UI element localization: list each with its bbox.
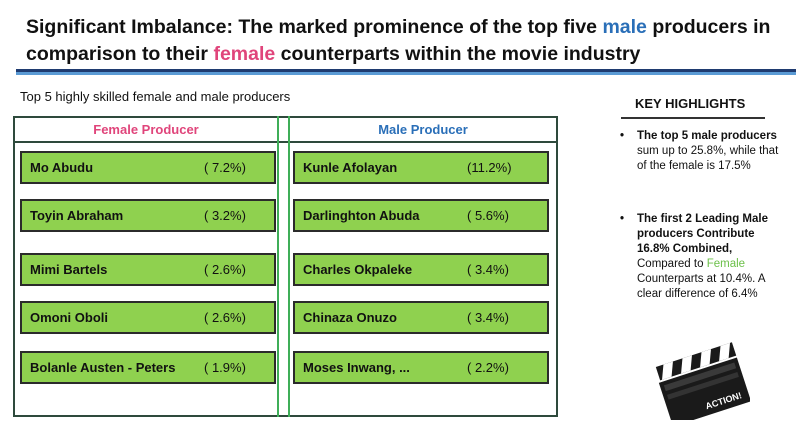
producer-share: ( 3.2%) xyxy=(204,208,246,223)
producer-share: ( 2.2%) xyxy=(467,360,509,375)
male-producer-row: Moses Inwang, ... ( 2.2%) xyxy=(293,351,549,384)
producer-share: ( 2.6%) xyxy=(204,310,246,325)
female-producer-row: Mimi Bartels ( 2.6%) xyxy=(20,253,276,286)
page-title: Significant Imbalance: The marked promin… xyxy=(26,16,771,65)
producer-name: Darlinghton Abuda xyxy=(303,208,420,223)
male-producer-row: Kunle Afolayan (11.2%) xyxy=(293,151,549,184)
female-column-header: Female Producer xyxy=(93,122,199,137)
table-header-rule xyxy=(13,141,558,143)
title-underline-dark xyxy=(16,69,796,72)
producer-share: ( 7.2%) xyxy=(204,160,246,175)
female-producer-row: Toyin Abraham ( 3.2%) xyxy=(20,199,276,232)
producer-table-frame xyxy=(13,116,558,417)
producer-name: Bolanle Austen - Peters xyxy=(30,360,176,375)
producer-name: Omoni Oboli xyxy=(30,310,108,325)
highlight-item: • The top 5 male producers sum up to 25.… xyxy=(620,130,779,172)
producer-share: ( 3.4%) xyxy=(467,310,509,325)
title-female-word: female xyxy=(213,43,276,65)
producer-name: Chinaza Onuzo xyxy=(303,310,397,325)
highlight-item: • The first 2 Leading Male producers Con… xyxy=(620,213,768,300)
male-producer-row: Darlinghton Abuda ( 5.6%) xyxy=(293,199,549,232)
producer-share: ( 3.4%) xyxy=(467,262,509,277)
producer-name: Kunle Afolayan xyxy=(303,160,398,175)
female-producer-row: Omoni Oboli ( 2.6%) xyxy=(20,301,276,334)
producer-name: Mimi Bartels xyxy=(30,262,108,277)
table-subtitle: Top 5 highly skilled female and male pro… xyxy=(20,89,291,104)
producer-share: ( 1.9%) xyxy=(204,360,246,375)
producer-name: Toyin Abraham xyxy=(30,208,124,223)
title-male-word: male xyxy=(602,16,647,38)
female-producer-row: Mo Abudu ( 7.2%) xyxy=(20,151,276,184)
producer-name: Mo Abudu xyxy=(30,160,94,175)
male-producer-row: Charles Okpaleke ( 3.4%) xyxy=(293,253,549,286)
producer-share: ( 5.6%) xyxy=(467,208,509,223)
bullet-icon: • xyxy=(620,213,625,225)
producer-share: (11.2%) xyxy=(467,160,512,175)
female-producer-row: Bolanle Austen - Peters ( 1.9%) xyxy=(20,351,276,384)
key-highlights-heading: KEY HIGHLIGHTS xyxy=(621,94,765,119)
producer-share: ( 2.6%) xyxy=(204,262,246,277)
producer-name: Charles Okpaleke xyxy=(303,262,413,277)
male-column-header: Male Producer xyxy=(378,122,468,137)
male-producer-row: Chinaza Onuzo ( 3.4%) xyxy=(293,301,549,334)
producer-name: Moses Inwang, ... xyxy=(303,360,410,375)
bullet-icon: • xyxy=(620,130,625,142)
clapperboard-icon: ACTION! xyxy=(655,342,750,420)
title-underline-light xyxy=(16,72,796,75)
column-divider-left xyxy=(277,116,279,417)
column-divider-right xyxy=(288,116,290,417)
